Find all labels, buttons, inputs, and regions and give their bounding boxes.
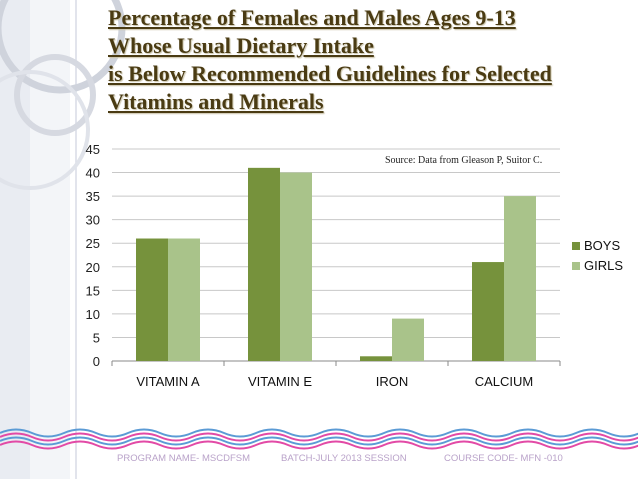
bar-girls bbox=[392, 318, 424, 361]
title-line: Vitamins and Minerals bbox=[108, 89, 324, 114]
bar-boys bbox=[248, 167, 280, 361]
footer: PROGRAM NAME- MSCDFSM BATCH-JULY 2013 SE… bbox=[0, 449, 638, 469]
footer-course: COURSE CODE- MFN -010 bbox=[444, 453, 563, 464]
bar-girls bbox=[168, 238, 200, 361]
y-tick-label: 0 bbox=[93, 354, 100, 369]
title-line: Percentage of Females and Males Ages 9-1… bbox=[108, 5, 516, 30]
y-tick-label: 15 bbox=[86, 283, 100, 298]
x-tick-label: VITAMIN A bbox=[136, 374, 200, 389]
y-tick-label: 30 bbox=[86, 213, 100, 228]
bar-boys bbox=[472, 262, 504, 361]
y-tick-label: 40 bbox=[86, 166, 100, 181]
title-line: is Below Recommended Guidelines for Sele… bbox=[108, 61, 552, 86]
legend-swatch-girls bbox=[572, 262, 580, 270]
x-tick-label: IRON bbox=[376, 374, 409, 389]
y-tick-label: 45 bbox=[86, 142, 100, 157]
bar-boys bbox=[360, 356, 392, 361]
slide-title: Percentage of Females and Males Ages 9-1… bbox=[108, 4, 628, 116]
bar-girls bbox=[280, 172, 312, 361]
y-tick-label: 20 bbox=[86, 260, 100, 275]
legend-label-girls: GIRLS bbox=[584, 258, 623, 273]
legend-swatch-boys bbox=[572, 242, 580, 250]
footer-batch: BATCH-JULY 2013 SESSION bbox=[281, 453, 407, 464]
y-tick-label: 10 bbox=[86, 307, 100, 322]
x-tick-label: VITAMIN E bbox=[248, 374, 312, 389]
footer-program: PROGRAM NAME- MSCDFSM bbox=[117, 453, 250, 464]
y-tick-label: 5 bbox=[93, 330, 100, 345]
title-line: Whose Usual Dietary Intake bbox=[108, 33, 374, 58]
y-tick-label: 25 bbox=[86, 236, 100, 251]
bar-boys bbox=[136, 238, 168, 361]
source-annotation: Source: Data from Gleason P, Suitor C. bbox=[385, 155, 542, 166]
x-tick-label: CALCIUM bbox=[475, 374, 534, 389]
bar-girls bbox=[504, 196, 536, 361]
y-tick-label: 35 bbox=[86, 189, 100, 204]
legend-label-boys: BOYS bbox=[584, 238, 620, 253]
